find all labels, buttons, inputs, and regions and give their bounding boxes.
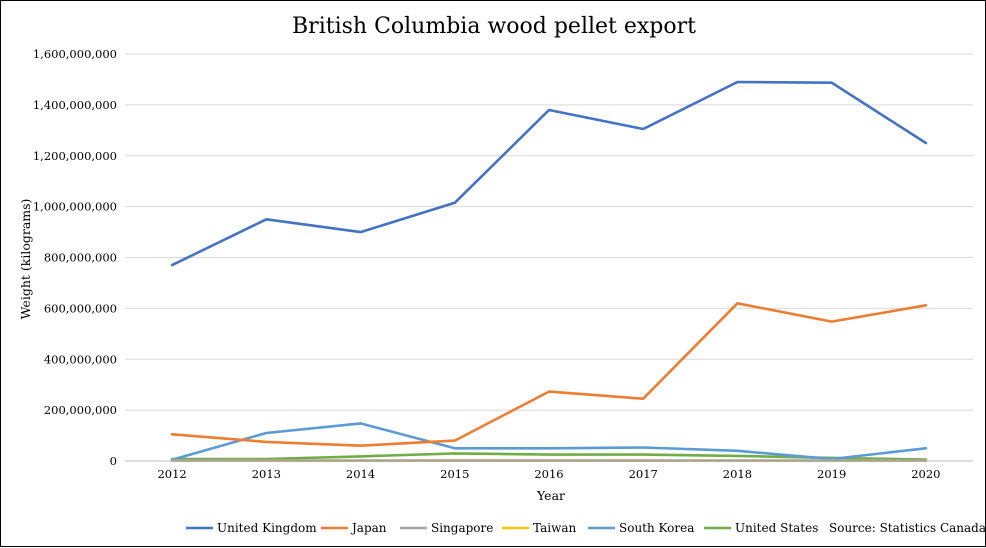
x-tick-label: 2014 — [346, 467, 375, 481]
series-lines — [170, 80, 928, 463]
x-tick-label: 2013 — [252, 467, 281, 481]
y-tick-label: 600,000,000 — [44, 301, 117, 315]
x-tick-label: 2016 — [534, 467, 563, 481]
x-tick-label: 2020 — [911, 467, 940, 481]
x-tick-label: 2012 — [157, 467, 186, 481]
y-tick-label: 0 — [110, 454, 117, 468]
legend: United Kingdom Japan Singapore Taiwan South … — [186, 521, 818, 535]
y-tick-label: 200,000,000 — [44, 403, 117, 417]
y-tick-label: 1,600,000,000 — [33, 47, 117, 61]
series-line-united-kingdom — [170, 80, 928, 267]
gridlines — [125, 53, 973, 462]
x-tick-label: 2019 — [817, 467, 846, 481]
series-line-japan — [170, 301, 928, 448]
x-tick-label: 2018 — [723, 467, 752, 481]
legend-label: Taiwan — [533, 521, 576, 535]
series-line-south-korea — [170, 422, 928, 462]
legend-label: Singapore — [431, 521, 493, 535]
x-tick-label: 2017 — [629, 467, 658, 481]
y-tick-label: 1,400,000,000 — [33, 98, 117, 112]
y-tick-label: 400,000,000 — [44, 352, 117, 366]
legend-label: United Kingdom — [217, 521, 317, 535]
y-tick-label: 1,200,000,000 — [33, 149, 117, 163]
x-tick-label: 2015 — [440, 467, 469, 481]
chart-title: British Columbia wood pellet export — [292, 14, 696, 39]
legend-label: Japan — [350, 521, 387, 535]
x-axis-ticks: 2012 2013 2014 2015 2016 2017 2018 2019 2020 — [157, 467, 940, 481]
y-tick-label: 800,000,000 — [44, 251, 117, 265]
x-axis-title: Year — [536, 488, 565, 503]
y-axis-title: Weight (kilograms) — [18, 199, 33, 320]
y-axis-ticks: 0 200,000,000 400,000,000 600,000,000 800,00… — [33, 47, 117, 468]
legend-label: South Korea — [619, 521, 694, 535]
legend-label: United States — [735, 521, 818, 535]
y-tick-label: 1,000,000,000 — [33, 200, 117, 214]
source-note: Source: Statistics Canada — [829, 521, 986, 535]
